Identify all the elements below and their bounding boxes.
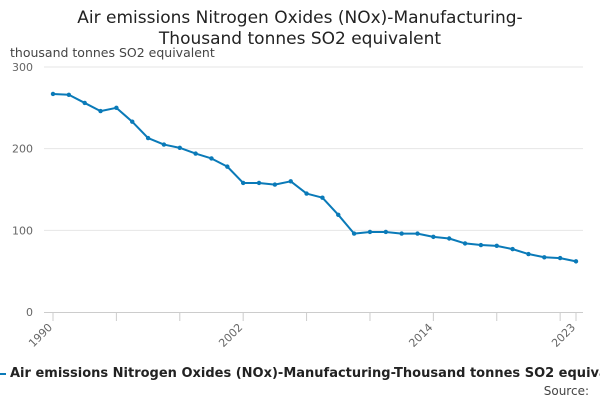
data-point-1991 [66, 92, 72, 97]
data-point-2013 [415, 231, 420, 236]
data-point-2019 [510, 246, 515, 252]
data-point-2008 [336, 212, 341, 218]
data-point-2010 [367, 229, 373, 235]
data-point-2023 [573, 259, 579, 264]
data-point-2006 [304, 191, 309, 196]
y-tick-label-0: 0 [26, 306, 33, 319]
data-point-2009 [351, 231, 357, 236]
data-point-1993 [98, 108, 103, 114]
legend-label: Air emissions Nitrogen Oxides (NOx)-Manu… [10, 366, 600, 381]
data-point-1994 [114, 105, 119, 111]
legend-swatch [0, 372, 6, 375]
x-tick-label-2002: 2002 [216, 321, 245, 350]
data-point-2005 [288, 179, 293, 184]
data-point-2000 [209, 156, 214, 161]
y-tick-label-200: 200 [12, 143, 33, 156]
legend: Air emissions Nitrogen Oxides (NOx)-Manu… [0, 366, 600, 381]
chart-title: Air emissions Nitrogen Oxides (NOx)-Manu… [0, 8, 600, 50]
data-point-2015 [447, 236, 452, 241]
data-point-2001 [225, 164, 230, 169]
data-point-2020 [526, 251, 531, 257]
data-point-2011 [383, 229, 389, 235]
chart-title-line-1: Air emissions Nitrogen Oxides (NOx)-Manu… [77, 8, 523, 28]
data-point-2012 [399, 231, 404, 236]
source-label: Source: [543, 384, 589, 398]
data-point-1996 [145, 135, 151, 141]
data-point-1999 [193, 151, 198, 156]
data-point-2018 [494, 243, 499, 249]
data-point-1997 [161, 142, 167, 147]
x-tick-label-2014: 2014 [406, 321, 435, 350]
data-point-2016 [462, 241, 468, 246]
data-point-1998 [177, 145, 182, 151]
y-tick-label-100: 100 [12, 224, 33, 237]
x-tick-label-1990: 1990 [26, 321, 55, 350]
y-tick-label-300: 300 [12, 61, 33, 74]
data-point-2022 [557, 255, 563, 261]
data-point-2021 [542, 255, 547, 260]
data-point-1992 [82, 100, 87, 106]
data-point-2004 [272, 182, 278, 187]
data-point-2003 [256, 180, 262, 186]
x-tick-label-2023: 2023 [549, 321, 578, 350]
data-point-1990 [50, 91, 56, 97]
chart-title-line-2: Thousand tonnes SO2 equivalent [158, 29, 442, 49]
data-point-2014 [431, 234, 436, 240]
y-axis-label: thousand tonnes SO2 equivalent [10, 45, 215, 60]
data-point-2007 [320, 195, 325, 200]
series-line-0 [52, 92, 577, 263]
data-point-2017 [478, 242, 484, 248]
data-point-2002 [240, 180, 246, 186]
data-point-1995 [130, 119, 135, 124]
